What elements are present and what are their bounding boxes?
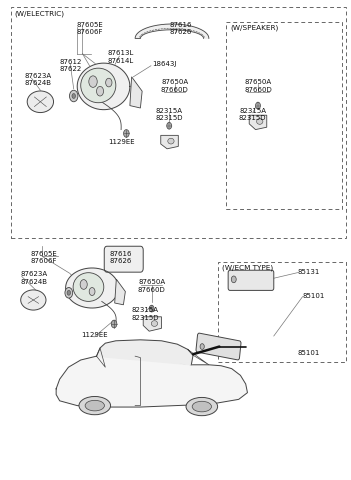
Text: 87650A
87660D: 87650A 87660D (244, 79, 272, 93)
Circle shape (69, 90, 78, 102)
Text: 85131: 85131 (298, 269, 320, 275)
Text: 87605E
87606F: 87605E 87606F (76, 22, 103, 35)
Text: 87650A
87660D: 87650A 87660D (138, 279, 166, 293)
Ellipse shape (186, 397, 218, 416)
Text: 87613L
87614L: 87613L 87614L (108, 50, 134, 64)
Bar (11, 7, 346, 238)
Text: 1129EE: 1129EE (81, 332, 107, 338)
Polygon shape (56, 354, 247, 407)
Text: 18643J: 18643J (153, 61, 177, 67)
Circle shape (65, 288, 73, 298)
Text: 87623A
87624B: 87623A 87624B (25, 73, 52, 86)
Text: (W/SPEAKER): (W/SPEAKER) (231, 24, 279, 31)
Circle shape (124, 130, 129, 137)
Polygon shape (97, 340, 193, 365)
Bar (226, 22, 342, 209)
Circle shape (89, 76, 97, 87)
Circle shape (106, 78, 112, 87)
Text: 1129EE: 1129EE (108, 139, 134, 145)
Text: 85101: 85101 (298, 350, 320, 356)
Ellipse shape (168, 138, 174, 144)
Circle shape (72, 94, 75, 98)
Circle shape (231, 276, 236, 283)
Text: (W/ELECTRIC): (W/ELECTRIC) (15, 10, 65, 17)
Circle shape (256, 102, 260, 109)
Ellipse shape (192, 401, 211, 412)
FancyBboxPatch shape (228, 270, 274, 290)
Polygon shape (130, 77, 142, 108)
Circle shape (200, 344, 204, 349)
Polygon shape (115, 279, 125, 305)
Circle shape (167, 122, 172, 129)
Text: 82315A
82315D: 82315A 82315D (132, 307, 159, 321)
Ellipse shape (81, 68, 116, 103)
Ellipse shape (151, 321, 158, 326)
Ellipse shape (73, 273, 104, 301)
Ellipse shape (257, 119, 263, 124)
FancyBboxPatch shape (104, 246, 143, 272)
Polygon shape (77, 63, 130, 109)
Ellipse shape (21, 290, 46, 310)
Bar (218, 262, 346, 362)
Text: 82315A
82315D: 82315A 82315D (155, 108, 183, 121)
Polygon shape (249, 115, 267, 130)
Ellipse shape (79, 396, 111, 415)
Text: 87605E
87606F: 87605E 87606F (31, 251, 57, 264)
Text: (W/ECM TYPE): (W/ECM TYPE) (222, 264, 273, 271)
Ellipse shape (85, 400, 105, 411)
Text: 87616
87626: 87616 87626 (110, 251, 132, 264)
Polygon shape (143, 317, 161, 331)
Polygon shape (161, 135, 178, 149)
Circle shape (111, 320, 117, 328)
Circle shape (89, 288, 95, 296)
Ellipse shape (27, 91, 54, 113)
Polygon shape (135, 24, 209, 38)
Polygon shape (66, 268, 119, 308)
Text: 87616
87626: 87616 87626 (170, 22, 192, 35)
Text: 87612
87622: 87612 87622 (59, 59, 81, 72)
Circle shape (67, 290, 71, 295)
Text: 87650A
87660D: 87650A 87660D (161, 79, 189, 93)
Text: 85101: 85101 (303, 293, 325, 299)
Text: 87623A
87624B: 87623A 87624B (20, 271, 47, 285)
Circle shape (97, 86, 104, 96)
FancyBboxPatch shape (196, 333, 241, 360)
Circle shape (149, 305, 154, 312)
Circle shape (80, 280, 87, 289)
Text: 82315A
82315D: 82315A 82315D (239, 108, 266, 121)
